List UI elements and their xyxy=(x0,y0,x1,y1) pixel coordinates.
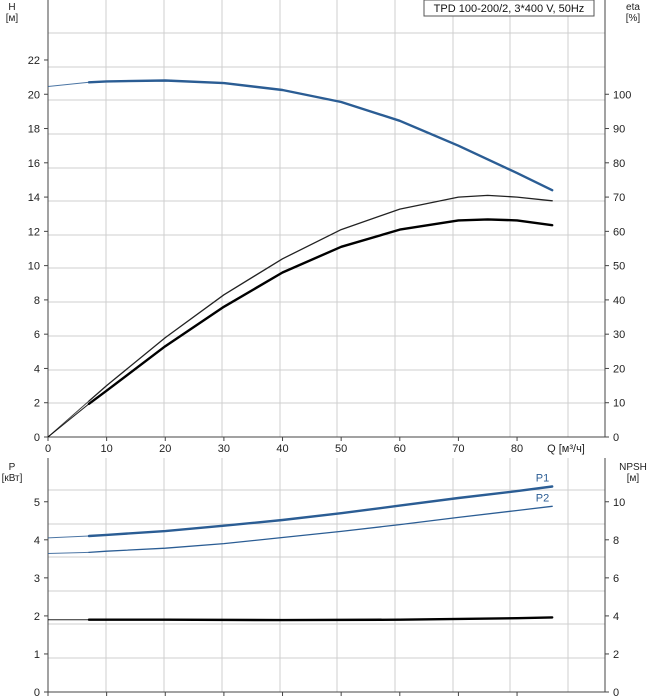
y-right-tick-label: 40 xyxy=(613,295,625,307)
y-right-tick-label: 80 xyxy=(613,158,625,170)
y-right-tick-label: 60 xyxy=(613,226,625,238)
x-tick-label: 70 xyxy=(452,443,464,455)
x-tick-label: 60 xyxy=(394,443,406,455)
y-left-axis-unit: [м] xyxy=(6,13,19,24)
y-left-tick-label: 1 xyxy=(34,649,40,661)
y-left-tick-label: 2 xyxy=(34,398,40,410)
y-right-tick-label: 8 xyxy=(613,535,619,547)
y-left-tick-label: 6 xyxy=(34,329,40,341)
p2-curve xyxy=(88,505,553,554)
y-left-tick-label: 12 xyxy=(28,226,40,238)
x-tick-label: 20 xyxy=(159,443,171,455)
y-left-tick-label: 8 xyxy=(34,295,40,307)
y-right-tick-label: 0 xyxy=(613,432,619,444)
title-box xyxy=(423,0,595,17)
y-left-tick-label: 5 xyxy=(34,497,40,509)
series-label-p2: P2 xyxy=(536,492,549,504)
head-curve xyxy=(87,79,554,192)
npsh-curve xyxy=(87,616,554,622)
y-right-tick-label: 10 xyxy=(613,497,625,509)
y-right-tick-label: 100 xyxy=(613,89,631,101)
curve-extension xyxy=(47,403,90,438)
y-right-tick-label: 2 xyxy=(613,649,619,661)
y-right-axis-unit: [м] xyxy=(627,473,640,484)
y-right-tick-label: 70 xyxy=(613,192,625,204)
x-axis-title: Q [м³/ч] xyxy=(547,443,585,455)
y-right-axis-unit: [%] xyxy=(626,13,641,24)
y-left-tick-label: 20 xyxy=(28,89,40,101)
y-right-axis-title: NPSH xyxy=(619,462,647,473)
y-left-tick-label: 2 xyxy=(34,611,40,623)
p1-curve xyxy=(87,485,554,538)
x-tick-label: 80 xyxy=(511,443,523,455)
y-right-tick-label: 6 xyxy=(613,573,619,585)
y-right-tick-label: 90 xyxy=(613,124,625,136)
y-right-tick-label: 30 xyxy=(613,329,625,341)
head-efficiency-panel: 0 2 4 6 8 10 12 14 16 18 20 22 0 10 20 30 40 50 60 70 80 90 10… xyxy=(6,0,641,455)
y-left-tick-label: 0 xyxy=(34,432,40,444)
p1-curve-extension xyxy=(47,535,90,539)
y-left-tick-label: 0 xyxy=(34,687,40,699)
y-left-axis-title: P xyxy=(9,462,16,473)
series-label-p1: P1 xyxy=(536,473,549,485)
efficiency-curve-1 xyxy=(88,194,553,402)
y-right-axis-title: eta xyxy=(626,2,640,13)
y-right-tick-label: 0 xyxy=(613,687,619,699)
x-tick-label: 0 xyxy=(45,443,51,455)
y-left-tick-label: 3 xyxy=(34,573,40,585)
y-left-tick-label: 18 xyxy=(28,124,40,136)
y-left-tick-label: 10 xyxy=(28,261,40,273)
x-tick-label: 10 xyxy=(101,443,113,455)
y-right-tick-label: 50 xyxy=(613,261,625,273)
y-left-tick-label: 14 xyxy=(28,192,40,204)
x-tick-label: 50 xyxy=(335,443,347,455)
x-tick-label: 40 xyxy=(276,443,288,455)
y-left-axis-title: H xyxy=(8,2,15,13)
chart-title: TPD 100-200/2, 3*400 V, 50Hz xyxy=(434,3,585,15)
y-right-tick-label: 20 xyxy=(613,363,625,375)
y-left-axis-unit: [кВт] xyxy=(2,473,23,484)
y-right-tick-label: 4 xyxy=(613,611,619,623)
efficiency-curve-2 xyxy=(87,218,554,405)
x-tick-label: 30 xyxy=(218,443,230,455)
y-left-tick-label: 16 xyxy=(28,158,40,170)
y-left-tick-label: 4 xyxy=(34,363,40,375)
y-left-tick-label: 4 xyxy=(34,535,40,547)
power-npsh-panel: 0 1 2 3 4 5 0 2 4 6 8 10 P[кВт] NPSH[м] P1 P2 xyxy=(2,458,647,699)
p2-curve-extension xyxy=(47,551,90,554)
y-left-tick-label: 22 xyxy=(28,55,40,67)
y-right-tick-label: 10 xyxy=(613,398,625,410)
curve-extension xyxy=(47,81,90,87)
